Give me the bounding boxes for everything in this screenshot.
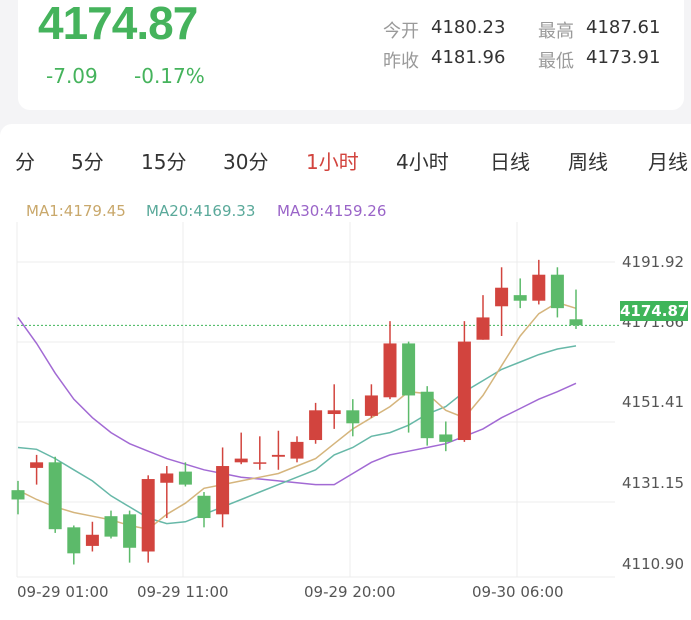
x-tick-label: 09-29 11:00 [137, 583, 229, 601]
candle-body [402, 343, 416, 396]
candle-body [327, 410, 341, 415]
prev-close-label: 昨收 [383, 51, 419, 72]
candle-body [271, 454, 285, 457]
ma1-legend: MA1:4179.45 [26, 202, 126, 220]
tab-monthly[interactable]: 月线 [648, 150, 688, 174]
price-change: -7.09 [46, 64, 98, 88]
price-change-percent: -0.17% [134, 64, 205, 88]
candle-body [160, 473, 174, 483]
candle-body [420, 391, 434, 439]
tab-1hour[interactable]: 1小时 [306, 150, 359, 174]
candle-body [216, 466, 230, 515]
candle-body [495, 287, 509, 307]
candle-body [253, 462, 267, 464]
y-tick-label: 4191.92 [622, 253, 685, 271]
low-label: 最低 [538, 51, 574, 72]
tab-15min[interactable]: 15分 [141, 150, 187, 174]
quote-card: 4174.87 -7.09 -0.17% 今开 4180.23 最高 4187.… [18, 0, 684, 110]
candle-body [532, 274, 546, 301]
x-tick-label: 09-30 06:00 [472, 583, 564, 601]
candle-body [67, 527, 81, 554]
candle-body [457, 341, 471, 441]
tab-daily[interactable]: 日线 [490, 150, 530, 174]
tab-minute[interactable]: 分 [15, 150, 35, 174]
chart-card [0, 124, 691, 620]
ma30-line [17, 316, 577, 486]
candle-body [234, 458, 248, 463]
candle-body [550, 274, 564, 309]
low-value: 4173.91 [586, 47, 661, 68]
candle-body [141, 479, 155, 552]
tab-5min[interactable]: 5分 [71, 150, 104, 174]
ma20-legend: MA20:4169.33 [146, 202, 256, 220]
high-value: 4187.61 [586, 17, 661, 38]
open-value: 4180.23 [431, 17, 506, 38]
x-tick-label: 09-29 20:00 [304, 583, 396, 601]
candle-body [290, 441, 304, 459]
tab-weekly[interactable]: 周线 [568, 150, 608, 174]
candle-body [178, 471, 192, 485]
candle-body [85, 534, 99, 546]
open-label: 今开 [383, 21, 419, 42]
candle-body [309, 410, 323, 441]
candle-body [383, 343, 397, 398]
candle-body [123, 514, 137, 548]
candle-body [11, 490, 25, 500]
interval-tabs: 分 5分 15分 30分 1小时 4小时 日线 周线 月线 [0, 124, 691, 194]
tab-30min[interactable]: 30分 [223, 150, 269, 174]
high-label: 最高 [538, 21, 574, 42]
candle-body [48, 462, 62, 530]
ma30-legend: MA30:4159.26 [277, 202, 387, 220]
last-price: 4174.87 [38, 0, 198, 49]
ma20-line [17, 345, 577, 525]
y-tick-label: 4131.15 [622, 474, 685, 492]
candle-body [364, 395, 378, 416]
candle-body [197, 495, 211, 519]
x-tick-label: 09-29 01:00 [17, 583, 109, 601]
ma1-line [17, 301, 577, 531]
candle-body [569, 319, 583, 326]
current-price-tag: 4174.87 [620, 301, 689, 321]
prev-close-value: 4181.96 [431, 47, 506, 68]
y-tick-label: 4110.90 [622, 555, 685, 573]
candle-body [439, 434, 453, 442]
y-tick-label: 4151.41 [622, 393, 685, 411]
tab-4hour[interactable]: 4小时 [396, 150, 449, 174]
candle-body [346, 410, 360, 424]
candle-body [476, 317, 490, 340]
candle-body [104, 516, 118, 537]
candle-body [513, 295, 527, 301]
candle-body [30, 462, 44, 468]
